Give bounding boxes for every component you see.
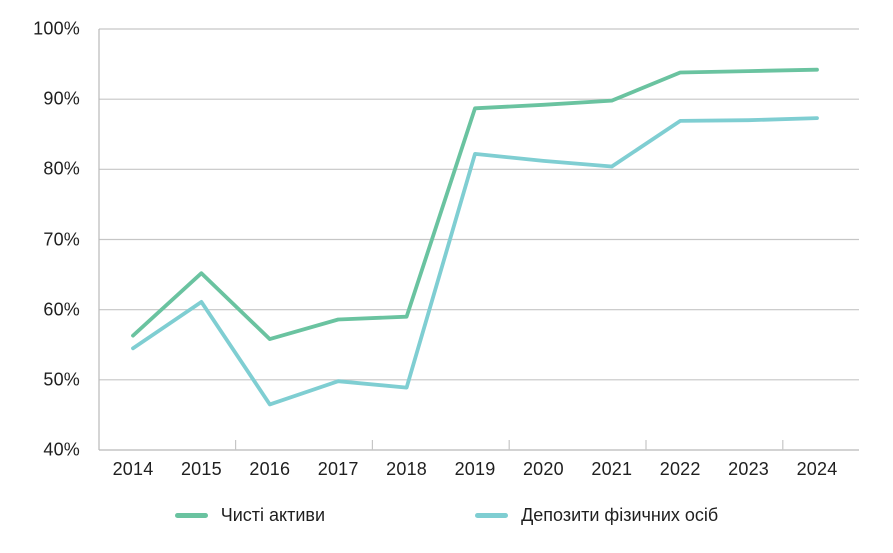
- x-axis-tick-label: 2015: [180, 459, 222, 479]
- y-axis-tick-label: 90%: [43, 88, 80, 109]
- x-axis-tick-label: 2024: [796, 459, 838, 479]
- x-axis-tick-label: 2018: [386, 459, 428, 479]
- y-axis-tick-label: 50%: [43, 369, 80, 390]
- legend-swatch-icon: [475, 513, 509, 518]
- x-axis-tick-label: 2021: [591, 459, 633, 479]
- series-line-0: [131, 67, 819, 342]
- y-axis-tick-label: 60%: [43, 299, 80, 320]
- x-axis-tick-label: 2022: [659, 459, 701, 479]
- y-axis-tick-label: 40%: [43, 439, 80, 460]
- legend-item-1: Депозити фізичних осіб: [475, 505, 718, 526]
- x-axis-tick-label: 2020: [522, 459, 564, 479]
- y-axis-tick-label: 70%: [43, 229, 80, 249]
- x-axis-tick-label: 2023: [728, 459, 770, 479]
- legend-item-label: Депозити фізичних осіб: [521, 505, 719, 525]
- y-axis-tick-label: 100%: [33, 18, 80, 39]
- x-axis-tick-label: 2016: [249, 459, 291, 479]
- legend-item-0: Чисті активи: [174, 505, 326, 526]
- series-line-1: [131, 116, 819, 407]
- x-axis-tick-label: 2014: [112, 459, 154, 479]
- legend-swatch-icon: [174, 513, 208, 518]
- y-axis-tick-label: 80%: [43, 158, 80, 179]
- legend-item-label: Чисті активи: [220, 505, 326, 525]
- x-axis-tick-label: 2019: [454, 459, 496, 479]
- x-axis-tick-label: 2017: [317, 459, 359, 479]
- chart-legend: Чисті активи Депозити фізичних осіб: [0, 505, 893, 526]
